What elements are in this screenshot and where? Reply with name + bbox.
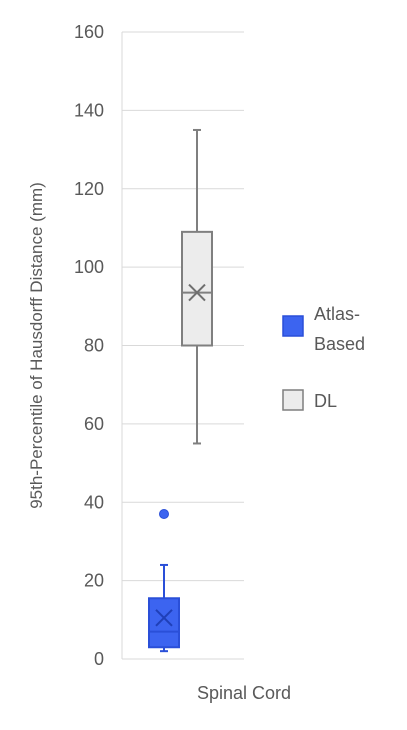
legend-label: Atlas- [314,304,360,324]
y-axis-title: 95th-Percentile of Hausdorff Distance (m… [27,182,46,509]
y-tick-label: 60 [84,414,104,434]
boxes [148,128,213,653]
mean-marker [155,609,173,627]
y-tick-label: 0 [94,649,104,669]
y-tick-label: 100 [74,257,104,277]
y-tick-label: 80 [84,336,104,356]
box-iqr [148,597,180,649]
legend-swatch [282,315,304,337]
y-tick-label: 40 [84,492,104,512]
mean-marker [188,283,206,302]
x-category-label: Spinal Cord [197,683,291,703]
y-tick-label: 20 [84,571,104,591]
box-iqr [181,230,213,347]
legend: Atlas- Based DL [282,304,365,411]
y-tick-label: 140 [74,100,104,120]
legend-label: Based [314,334,365,354]
y-tick-label: 120 [74,179,104,199]
legend-label: DL [314,391,337,411]
y-tick-label: 160 [74,22,104,42]
legend-swatch [282,389,304,411]
y-axis: 0 20 40 60 80 100 120 140 160 95th-Percentile of … [27,22,104,669]
labels: Spinal Cord [197,683,291,703]
outlier-point [159,509,169,520]
